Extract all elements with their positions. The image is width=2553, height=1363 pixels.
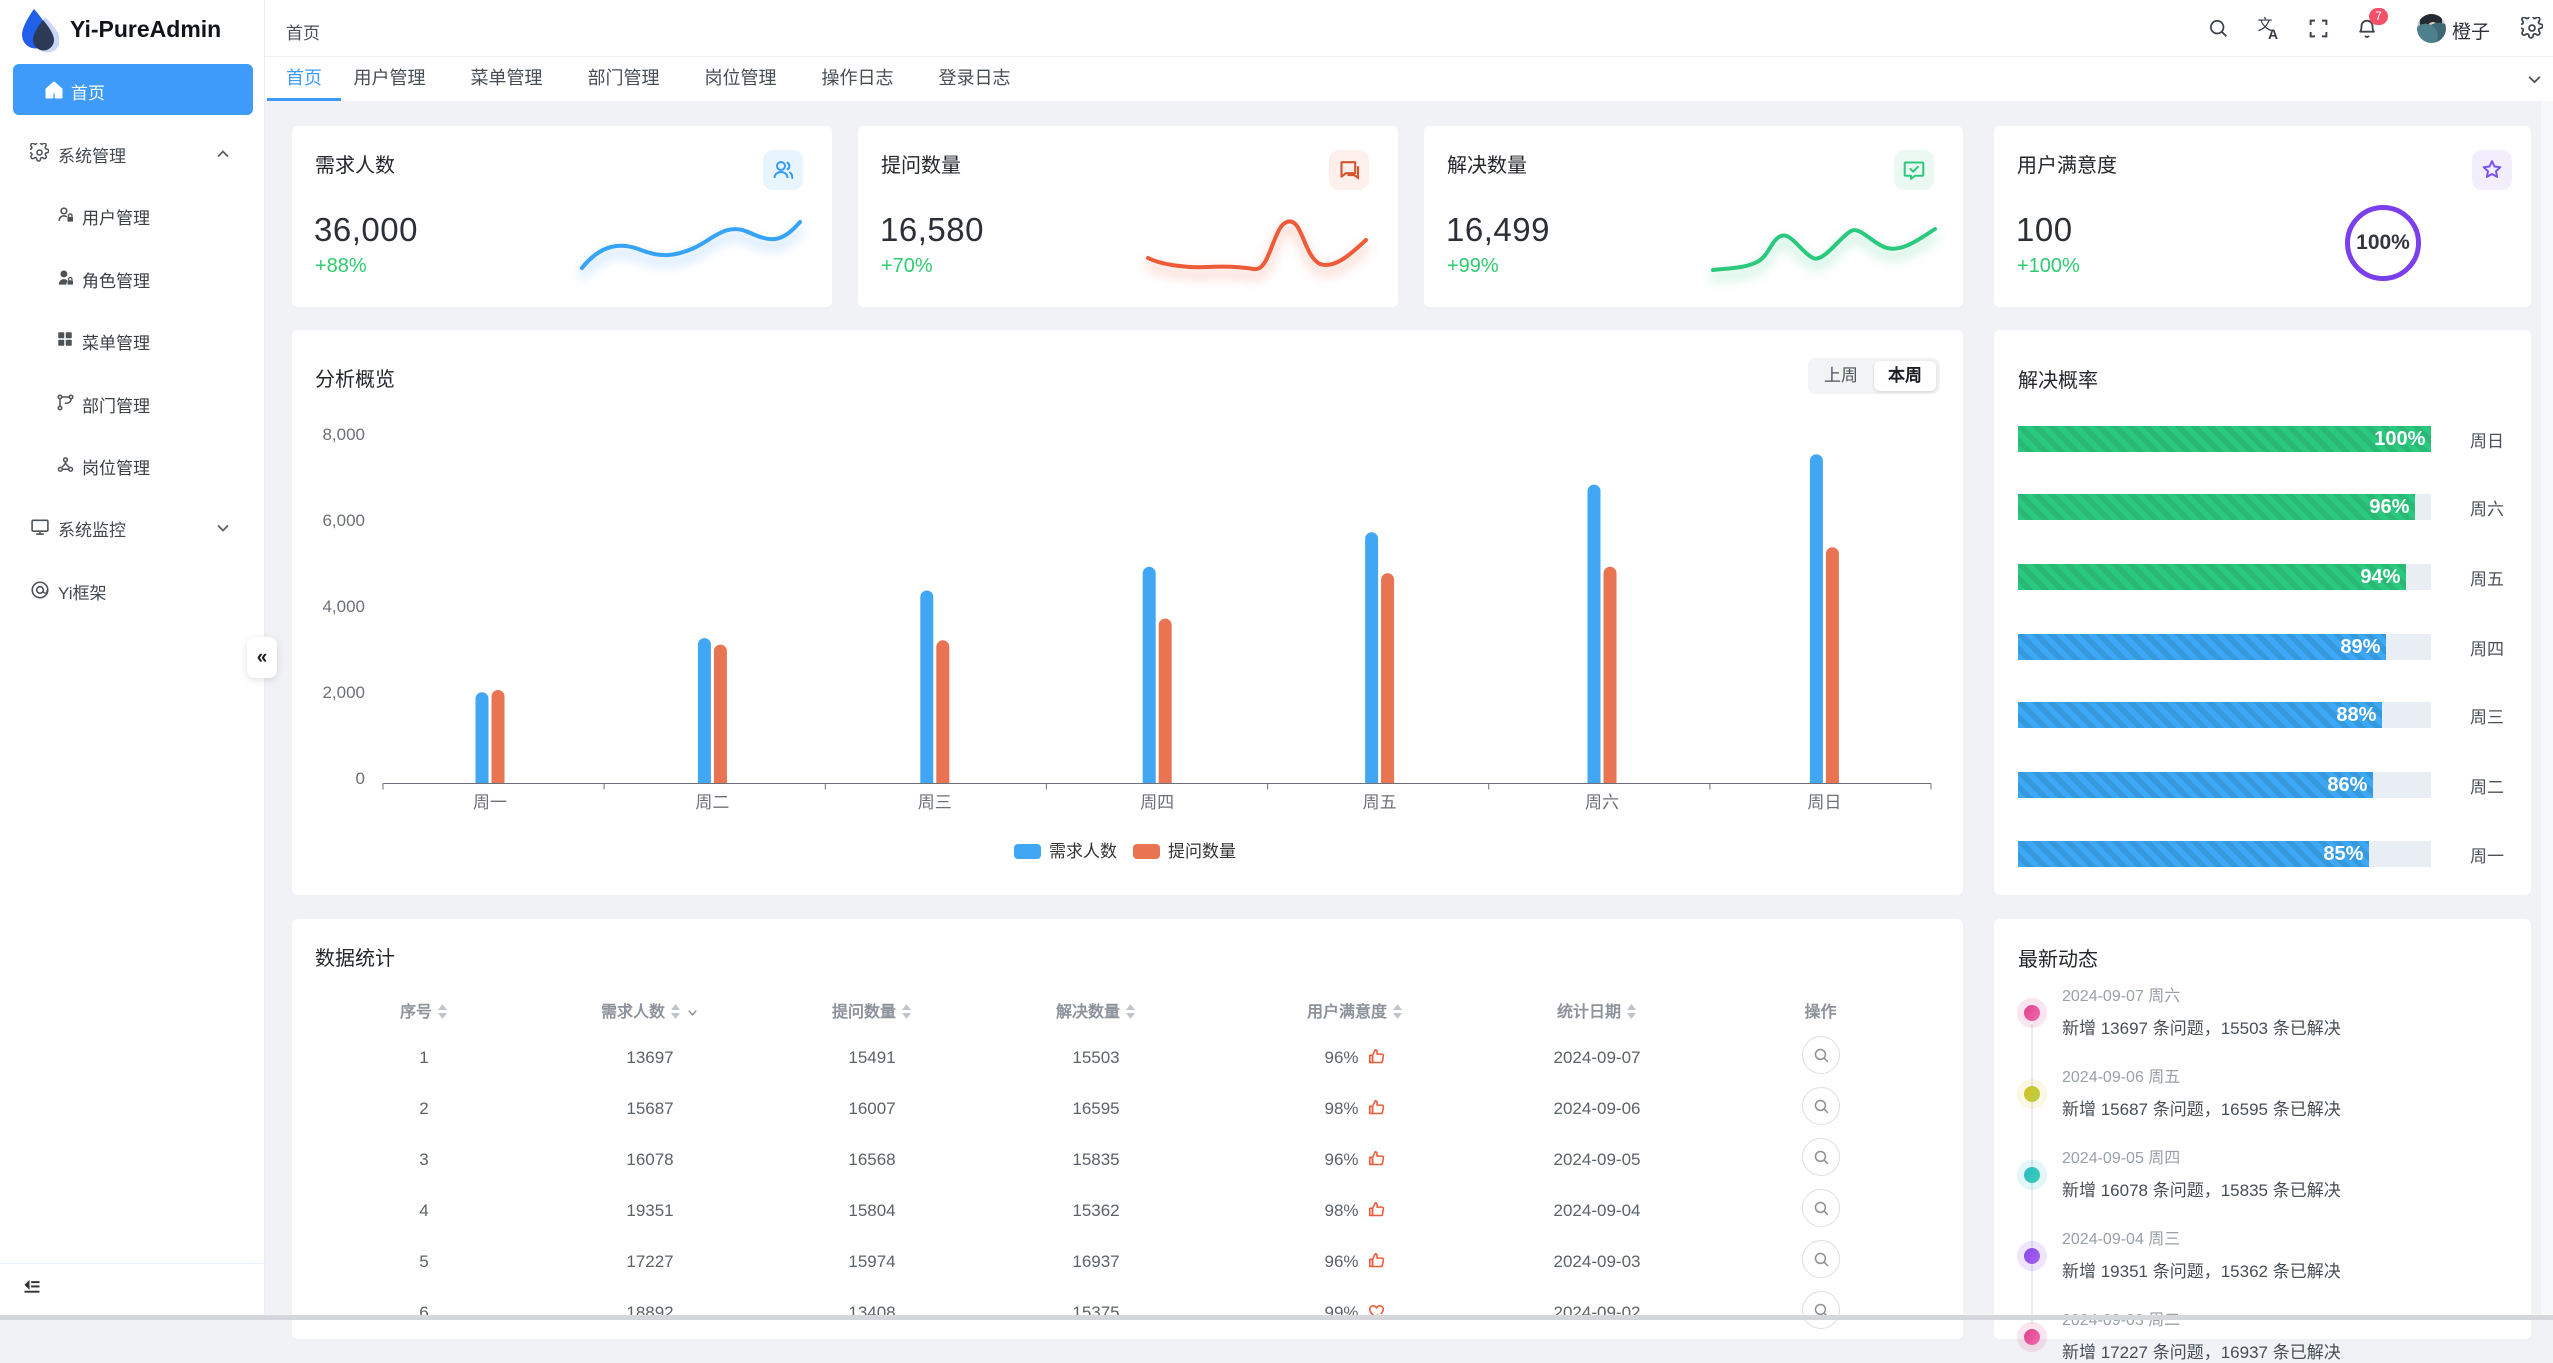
svg-text:4,000: 4,000 <box>322 597 365 616</box>
svg-text:周三: 周三 <box>918 793 952 812</box>
svg-text:周一: 周一 <box>473 793 507 812</box>
svg-text:8,000: 8,000 <box>322 425 365 444</box>
svg-text:0: 0 <box>356 769 365 788</box>
svg-text:周日: 周日 <box>1807 793 1841 812</box>
svg-text:2,000: 2,000 <box>322 683 365 702</box>
svg-text:周二: 周二 <box>695 793 729 812</box>
svg-text:A: A <box>2268 26 2278 40</box>
svg-text:6,000: 6,000 <box>322 511 365 530</box>
svg-text:提问数量: 提问数量 <box>1168 842 1236 861</box>
svg-text:需求人数: 需求人数 <box>1049 842 1117 861</box>
svg-text:周五: 周五 <box>1363 793 1397 812</box>
svg-text:周四: 周四 <box>1140 793 1174 812</box>
svg-text:文: 文 <box>2258 17 2273 34</box>
svg-text:周六: 周六 <box>1585 793 1619 812</box>
